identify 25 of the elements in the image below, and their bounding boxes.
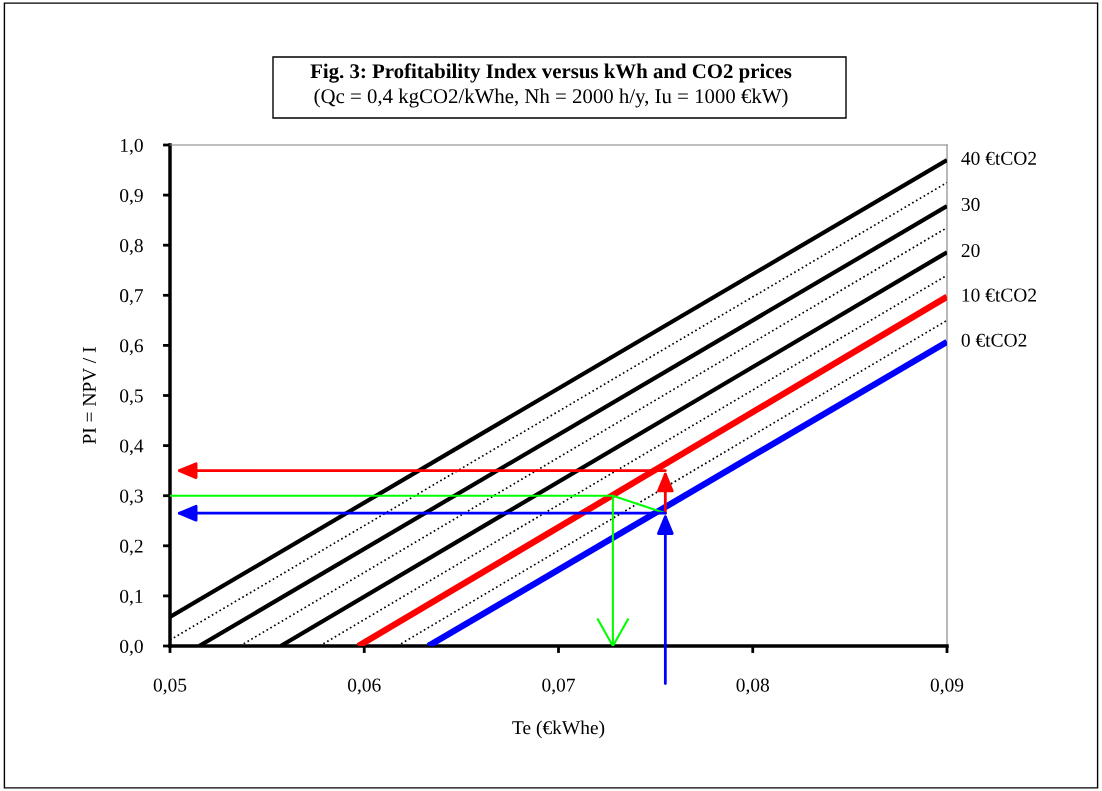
x-tick-label: 0,06 xyxy=(347,678,381,695)
y-tick-label: 0,5 xyxy=(120,389,143,406)
chart-title: Fig. 3: Profitability Index versus kWh and CO2 prices xyxy=(310,63,792,83)
x-axis-title: Te (€kWhe) xyxy=(512,720,605,739)
y-tick-label: 0,8 xyxy=(120,239,143,255)
y-tick-label: 0,0 xyxy=(120,639,143,656)
y-tick-label: 0,6 xyxy=(120,339,144,356)
y-tick-label: 0,7 xyxy=(120,289,144,306)
y-tick-label: 0,2 xyxy=(120,539,143,556)
y-tick-label: 0,9 xyxy=(120,188,143,205)
y-tick-label: 1,0 xyxy=(121,138,143,155)
y-tick-label: 0,4 xyxy=(120,439,144,456)
chart-subtitle: (Qc = 0,4 kgCO2/kWhe, Nh = 2000 h/y, Iu = 1000 €kW) xyxy=(314,88,788,108)
y-tick-label: 0,3 xyxy=(120,489,143,506)
x-tick-label: 0,05 xyxy=(153,678,187,695)
series-label: 10 €tCO2 xyxy=(962,288,1036,302)
y-axis-title: PI = NPV / I xyxy=(82,347,97,445)
x-tick-label: 0,09 xyxy=(930,678,964,695)
x-tick-label: 0,07 xyxy=(542,678,575,695)
x-tick-label: 0,08 xyxy=(736,678,770,695)
series-label: 30 xyxy=(961,197,980,211)
series-label: 0 €tCO2 xyxy=(961,333,1027,347)
series-label: 20 xyxy=(961,243,980,258)
y-tick-label: 0,1 xyxy=(120,589,143,606)
series-label: 40 €tCO2 xyxy=(961,151,1036,165)
